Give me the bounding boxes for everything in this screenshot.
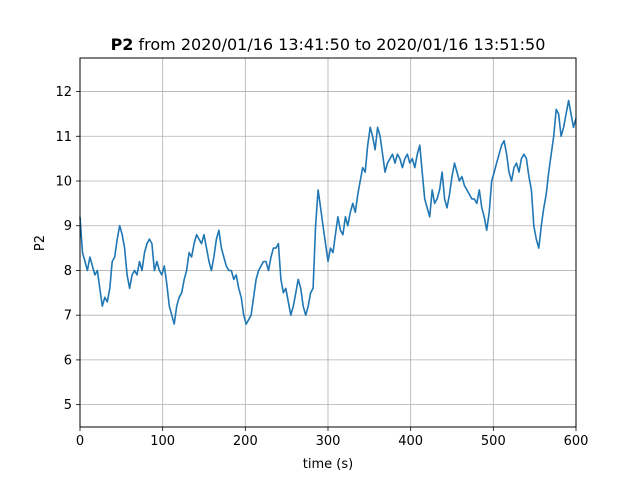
x-tick-label: 500 (481, 434, 506, 449)
chart-title-bold: P2 (111, 35, 134, 54)
y-tick-label: 10 (55, 175, 72, 190)
x-tick-label: 400 (398, 434, 423, 449)
x-tick-label: 600 (564, 434, 589, 449)
y-tick-label: 6 (64, 353, 72, 368)
x-axis-label: time (s) (303, 457, 353, 472)
series-line-0 (79, 99, 577, 325)
y-tick-label: 11 (55, 130, 72, 145)
y-tick-label: 5 (64, 398, 72, 413)
y-tick-label: 8 (64, 264, 72, 279)
chart-title-rest: from 2020/01/16 13:41:50 to 2020/01/16 1… (133, 35, 545, 54)
chart-title: P2 from 2020/01/16 13:41:50 to 2020/01/1… (111, 35, 546, 54)
series-group (79, 99, 577, 325)
plot-frame (79, 57, 577, 428)
y-tick-label: 12 (55, 85, 72, 100)
y-axis-label: P2 (33, 235, 48, 251)
x-tick-label: 0 (76, 434, 84, 449)
y-tick-label: 7 (64, 309, 72, 324)
x-tick-label: 200 (233, 434, 258, 449)
x-tick-label: 300 (316, 434, 341, 449)
y-tick-label: 9 (64, 219, 72, 234)
x-tick-label: 100 (150, 434, 175, 449)
ticks: 0 100 200 300 400 500 600 5 6 7 8 9 10 11 12 (55, 85, 588, 449)
